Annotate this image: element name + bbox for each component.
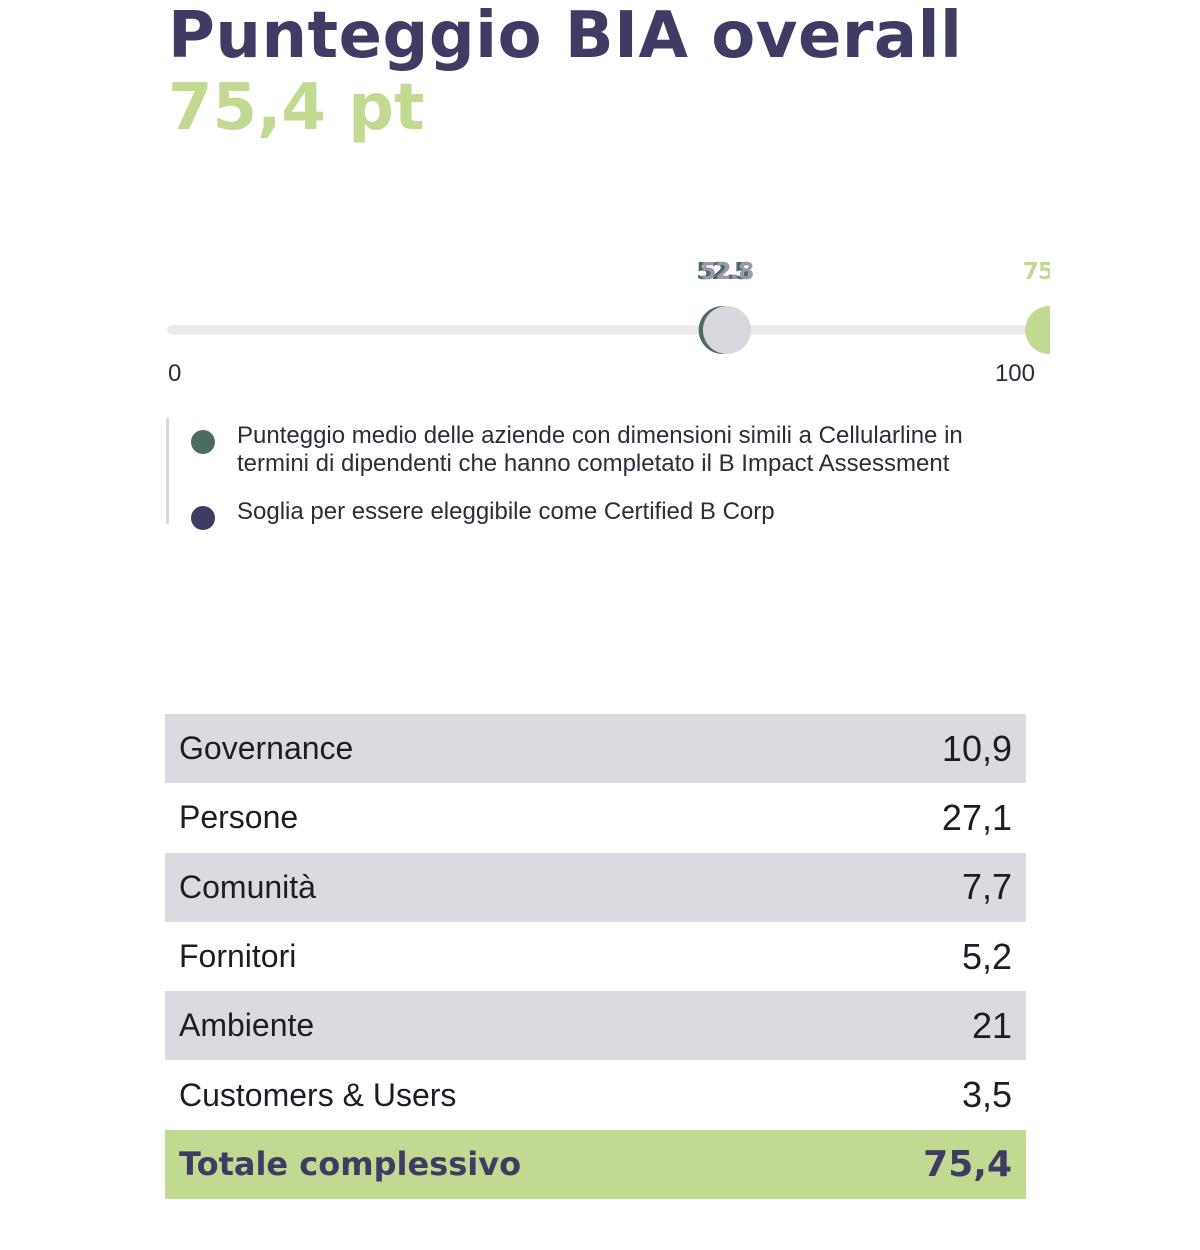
page-title: Punteggio BIA overall bbox=[168, 0, 963, 73]
score-point-label-2: 75.4 bbox=[1023, 259, 1050, 285]
scale-track bbox=[167, 325, 1027, 335]
legend-item-average: Punteggio medio delle aziende con dimens… bbox=[191, 422, 1037, 478]
score-point-1 bbox=[702, 306, 751, 354]
score-scale-chart: 52.552.875.480 0 100 bbox=[167, 259, 1050, 387]
row-value: 21 bbox=[971, 1004, 1012, 1046]
overall-score: 75,4 pt bbox=[168, 71, 425, 145]
table-row: Comunità 7,7 bbox=[165, 852, 1026, 922]
legend-item-threshold: Soglia per essere eleggibile come Certif… bbox=[191, 498, 1037, 530]
score-point-label-0: 52.5 bbox=[696, 259, 749, 285]
row-label: Fornitori bbox=[179, 938, 297, 975]
score-point-2 bbox=[1025, 306, 1050, 354]
legend-text-threshold: Soglia per essere eleggibile come Certif… bbox=[237, 498, 775, 525]
row-label: Comunità bbox=[179, 868, 316, 905]
legend-dot-average bbox=[191, 430, 215, 454]
legend-text-average: Punteggio medio delle aziende con dimens… bbox=[237, 422, 963, 477]
row-label: Persone bbox=[179, 799, 299, 836]
row-value: 10,9 bbox=[941, 727, 1012, 769]
table-row: Ambiente 21 bbox=[165, 991, 1026, 1061]
table-row: Fornitori 5,2 bbox=[165, 922, 1026, 991]
row-label: Ambiente bbox=[179, 1007, 315, 1044]
table-total-row: Totale complessivo 75,4 bbox=[165, 1129, 1026, 1200]
chart-legend: Punteggio medio delle aziende con dimens… bbox=[166, 418, 1049, 530]
row-value: 5,2 bbox=[961, 935, 1012, 977]
row-label: Customers & Users bbox=[179, 1076, 457, 1113]
row-value: 27,1 bbox=[941, 796, 1012, 838]
table-row: Governance 10,9 bbox=[165, 714, 1026, 784]
total-value: 75,4 bbox=[923, 1143, 1012, 1185]
score-table: Governance 10,9 Persone 27,1 Comunità 7,… bbox=[165, 714, 1026, 1200]
row-value: 3,5 bbox=[961, 1074, 1012, 1116]
total-label: Totale complessivo bbox=[179, 1145, 522, 1184]
table-row: Customers & Users 3,5 bbox=[165, 1060, 1026, 1129]
row-label: Governance bbox=[179, 730, 354, 767]
table-row: Persone 27,1 bbox=[165, 783, 1026, 852]
axis-min-label: 0 bbox=[168, 360, 181, 387]
axis-max-label: 100 bbox=[995, 360, 1035, 387]
row-value: 7,7 bbox=[961, 866, 1012, 908]
legend-dot-threshold bbox=[191, 506, 215, 530]
score-point-label-1: 52.8 bbox=[701, 259, 754, 285]
